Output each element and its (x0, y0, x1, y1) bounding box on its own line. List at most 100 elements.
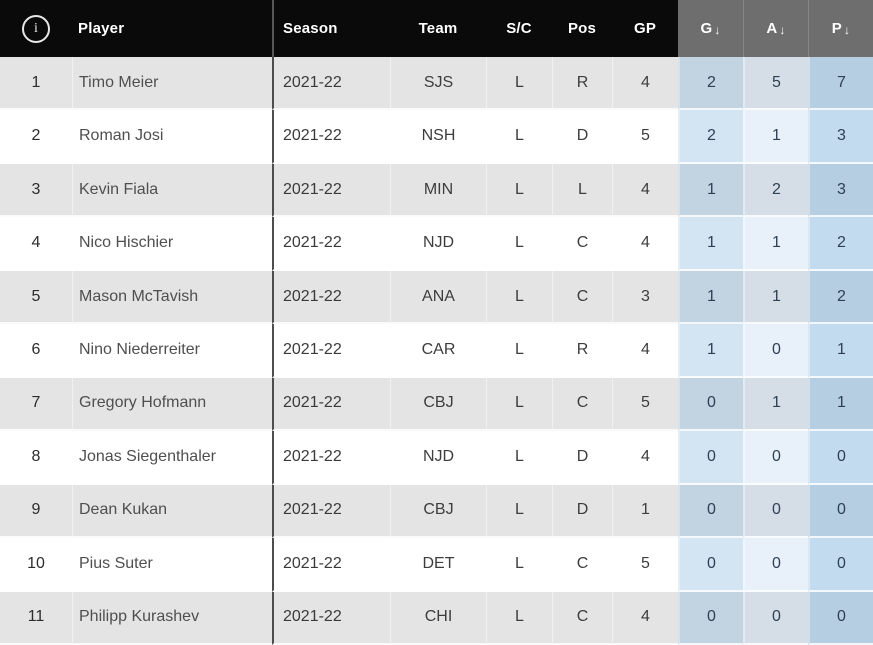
games-played-cell: 5 (612, 110, 678, 164)
rank-cell: 8 (0, 431, 72, 485)
position-cell: L (552, 163, 612, 218)
season-cell: 2021-22 (272, 57, 390, 111)
assists-cell: 1 (743, 110, 808, 164)
player-name[interactable]: Roman Josi (72, 110, 272, 164)
position-cell: C (552, 377, 612, 432)
column-header-player[interactable]: Player (72, 0, 272, 57)
player-name[interactable]: Mason McTavish (72, 270, 272, 325)
team-cell: CHI (390, 591, 486, 645)
assists-cell: 0 (743, 431, 808, 485)
table-row: 1 Timo Meier 2021-22 SJS L R 4 2 5 7 (0, 57, 873, 111)
season-cell: 2021-22 (272, 431, 390, 485)
games-played-cell: 4 (612, 57, 678, 111)
shoots-catches-cell: L (486, 484, 552, 539)
team-cell: NSH (390, 110, 486, 164)
assists-cell: 0 (743, 591, 808, 645)
table-header: i Player Season Team S/C Pos GP G ↓ A ↓ … (0, 0, 873, 57)
rank-cell: 5 (0, 271, 72, 325)
team-cell: NJD (390, 431, 486, 485)
season-cell: 2021-22 (272, 538, 390, 592)
rank-cell: 10 (0, 538, 72, 592)
points-cell: 0 (808, 538, 873, 592)
shoots-catches-cell: L (486, 57, 552, 111)
table-row: 3 Kevin Fiala 2021-22 MIN L L 4 1 2 3 (0, 163, 873, 218)
column-header-position[interactable]: Pos (552, 0, 612, 57)
team-cell: SJS (390, 57, 486, 111)
games-played-cell: 5 (612, 377, 678, 432)
points-cell: 7 (808, 57, 873, 111)
table-row: 7 Gregory Hofmann 2021-22 CBJ L C 5 0 1 … (0, 377, 873, 432)
position-cell: D (552, 431, 612, 485)
player-name[interactable]: Pius Suter (72, 538, 272, 592)
assists-cell: 1 (743, 270, 808, 325)
goals-header-label: G (700, 20, 713, 37)
column-header-info[interactable]: i (0, 0, 72, 57)
season-cell: 2021-22 (272, 270, 390, 325)
goals-cell: 1 (678, 270, 743, 325)
rank-cell: 9 (0, 485, 72, 539)
games-played-cell: 4 (612, 324, 678, 378)
position-cell: D (552, 484, 612, 539)
position-cell: R (552, 324, 612, 378)
assists-cell: 0 (743, 484, 808, 539)
games-played-cell: 4 (612, 163, 678, 218)
team-cell: CAR (390, 324, 486, 378)
shoots-catches-cell: L (486, 431, 552, 485)
player-name[interactable]: Philipp Kurashev (72, 591, 272, 645)
points-cell: 2 (808, 217, 873, 271)
games-played-cell: 4 (612, 431, 678, 485)
assists-cell: 1 (743, 377, 808, 432)
player-name[interactable]: Kevin Fiala (72, 163, 272, 218)
table-body: 1 Timo Meier 2021-22 SJS L R 4 2 5 7 2 R… (0, 57, 873, 645)
shoots-catches-cell: L (486, 324, 552, 378)
goals-cell: 0 (678, 591, 743, 645)
player-name[interactable]: Timo Meier (72, 57, 272, 111)
shoots-catches-cell: L (486, 377, 552, 432)
shoots-catches-cell: L (486, 163, 552, 218)
points-cell: 1 (808, 377, 873, 432)
shoots-catches-cell: L (486, 538, 552, 592)
info-icon[interactable]: i (22, 14, 50, 43)
season-cell: 2021-22 (272, 591, 390, 645)
assists-cell: 1 (743, 217, 808, 271)
goals-cell: 1 (678, 324, 743, 378)
rank-cell: 1 (0, 57, 72, 111)
column-header-games-played[interactable]: GP (612, 0, 678, 57)
position-cell: D (552, 110, 612, 164)
table-row: 4 Nico Hischier 2021-22 NJD L C 4 1 1 2 (0, 217, 873, 271)
column-header-points[interactable]: P ↓ (808, 0, 873, 57)
position-cell: C (552, 591, 612, 645)
column-header-assists[interactable]: A ↓ (743, 0, 808, 57)
player-name[interactable]: Nico Hischier (72, 217, 272, 271)
player-name[interactable]: Dean Kukan (72, 484, 272, 539)
shoots-catches-cell: L (486, 110, 552, 164)
points-cell: 0 (808, 484, 873, 539)
sort-descending-icon: ↓ (779, 22, 786, 37)
points-cell: 3 (808, 110, 873, 164)
column-header-season[interactable]: Season (272, 0, 390, 57)
column-header-team[interactable]: Team (390, 0, 486, 57)
player-name[interactable]: Gregory Hofmann (72, 377, 272, 432)
team-cell: CBJ (390, 484, 486, 539)
games-played-cell: 5 (612, 538, 678, 592)
rank-cell: 6 (0, 324, 72, 378)
column-header-shoots-catches[interactable]: S/C (486, 0, 552, 57)
table-row: 8 Jonas Siegenthaler 2021-22 NJD L D 4 0… (0, 431, 873, 485)
season-cell: 2021-22 (272, 484, 390, 539)
player-name[interactable]: Nino Niederreiter (72, 324, 272, 378)
team-cell: CBJ (390, 377, 486, 432)
goals-cell: 0 (678, 484, 743, 539)
goals-cell: 1 (678, 217, 743, 271)
assists-cell: 0 (743, 324, 808, 378)
column-header-goals[interactable]: G ↓ (678, 0, 743, 57)
goals-cell: 1 (678, 163, 743, 218)
position-cell: C (552, 217, 612, 271)
assists-cell: 0 (743, 538, 808, 592)
table-row: 2 Roman Josi 2021-22 NSH L D 5 2 1 3 (0, 110, 873, 164)
player-name[interactable]: Jonas Siegenthaler (72, 431, 272, 485)
rank-cell: 11 (0, 592, 72, 645)
sort-descending-icon: ↓ (844, 22, 851, 37)
position-cell: C (552, 538, 612, 592)
goals-cell: 0 (678, 538, 743, 592)
